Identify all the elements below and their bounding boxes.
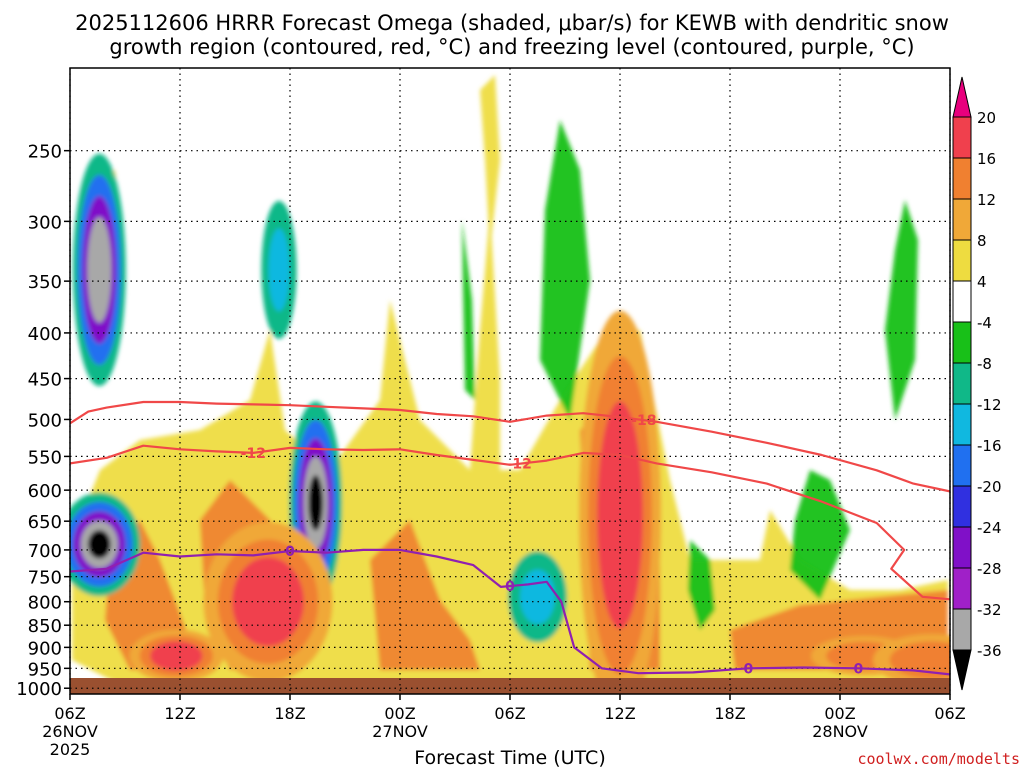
omega-cell-6-ring-3: [606, 446, 634, 584]
y-tick-label-650: 650: [28, 512, 62, 533]
y-tick-label-450: 450: [28, 370, 62, 391]
x-tick-label-48: 06Z: [934, 704, 965, 723]
y-tick-label-250: 250: [28, 142, 62, 163]
colorbar-label-13: -36: [977, 642, 1002, 660]
grid-lines: [69, 68, 951, 694]
colorbar-box-10: [952, 526, 972, 569]
omega-strong-rise-region-2: [370, 520, 480, 670]
y-tick-label-1000: 1000: [16, 679, 62, 700]
x-tick-label-6: 12Z: [164, 704, 195, 723]
colorbar-box-7: [952, 403, 972, 446]
omega-cell-8-ring-2: [906, 648, 950, 672]
colorbar: 20 16 12 8 4 -4 -8 -12 -16 -20 -24 -28 -32 -36: [952, 76, 1002, 691]
colorbar-label-5: -4: [977, 314, 992, 332]
x-tick-label-30: 12Z: [604, 704, 635, 723]
omega-sink-region-0: [540, 120, 590, 420]
colorbar-label-1: 16: [977, 150, 996, 168]
colorbar-label-12: -32: [977, 601, 1002, 619]
omega-cell-1-ring-4: [88, 530, 111, 559]
y-tick-label-300: 300: [28, 212, 62, 233]
contour-label-0-1: 0: [505, 579, 515, 595]
colorbar-box-9: [952, 485, 972, 528]
omega-sink-region-4: [462, 220, 475, 400]
x-tick-sublabel-0: 26NOV: [42, 722, 98, 741]
x-tick-label-12: 18Z: [274, 704, 305, 723]
colorbar-label-8: -16: [977, 437, 1002, 455]
x-tick-sublabel-42: 28NOV: [812, 722, 868, 741]
omega-rise-region-1: [470, 210, 500, 470]
omega-cell-0-ring-4: [92, 238, 107, 302]
chart-title-line2: growth region (contoured, red, °C) and f…: [109, 35, 914, 59]
x-tick-label-36: 18Z: [714, 704, 745, 723]
x-tick-label-42: 00Z: [824, 704, 855, 723]
y-tick-label-500: 500: [28, 410, 62, 431]
y-tick-label-350: 350: [28, 272, 62, 293]
contour-label-0-3: 0: [853, 661, 863, 677]
colorbar-box-8: [952, 444, 972, 487]
colorbar-box-4: [952, 280, 972, 323]
omega-rise-region-2: [480, 75, 500, 250]
colorbar-box-6: [952, 362, 972, 405]
y-tick-label-750: 750: [28, 568, 62, 589]
colorbar-label-3: 8: [977, 232, 987, 250]
contour-label-1-0: -12: [241, 446, 266, 462]
x-tick-sublabel-18: 27NOV: [372, 722, 428, 741]
contour-lines: 0 0 0 0 -12 -12 -18: [70, 400, 950, 677]
omega-sink-region-3: [688, 540, 715, 630]
y-tick-label-550: 550: [28, 447, 62, 468]
colorbar-box-5: [952, 321, 972, 364]
colorbar-box-0: [952, 116, 972, 159]
contour-label-2-0: -18: [631, 413, 656, 429]
y-tick-label-600: 600: [28, 481, 62, 502]
contour-2: [70, 400, 950, 493]
contour-1: [70, 444, 950, 601]
colorbar-label-9: -20: [977, 478, 1002, 496]
chart-title-line1: 2025112606 HRRR Forecast Omega (shaded, …: [75, 11, 949, 35]
credit-text: coolwx.com/modelts: [857, 750, 1020, 768]
x-tick-label-24: 06Z: [494, 704, 525, 723]
y-tick-label-800: 800: [28, 593, 62, 614]
contour-label-0-0: 0: [285, 544, 295, 560]
y-tick-label-850: 850: [28, 616, 62, 637]
y-tick-label-400: 400: [28, 324, 62, 345]
colorbar-box-2: [952, 198, 972, 241]
colorbar-box-11: [952, 567, 972, 610]
omega-cell-2-ring-1: [268, 228, 290, 312]
omega-cell-9-ring-1: [519, 569, 556, 625]
ground-layer: [70, 678, 950, 694]
colorbar-label-4: 4: [977, 273, 987, 291]
colorbar-label-2: 12: [977, 191, 996, 209]
colorbar-label-0: 20: [977, 109, 996, 127]
x-axis-label: Forecast Time (UTC): [414, 747, 605, 768]
colorbar-box-12: [952, 608, 972, 651]
x-tick-year-0: 2025: [50, 740, 91, 759]
colorbar-bottom-arrow: [952, 649, 972, 691]
colorbar-box-1: [952, 157, 972, 200]
omega-sink-region-1: [885, 200, 918, 420]
contour-label-0-2: 0: [743, 661, 753, 677]
y-tick-label-700: 700: [28, 541, 62, 562]
x-tick-label-0: 06Z: [54, 704, 85, 723]
colorbar-box-3: [952, 239, 972, 282]
colorbar-label-10: -24: [977, 519, 1002, 537]
omega-sink-region-2: [790, 470, 850, 600]
colorbar-label-11: -28: [977, 560, 1002, 578]
y-tick-label-900: 900: [28, 638, 62, 659]
colorbar-label-7: -12: [977, 396, 1002, 414]
colorbar-top-arrow: [952, 76, 972, 118]
y-axis: 2503003504004505005506006507007508008509…: [16, 142, 70, 700]
contour-label-1-1: -12: [507, 457, 532, 473]
contour-0: [70, 548, 950, 676]
y-tick-label-950: 950: [28, 659, 62, 680]
omega-cell-5-ring-3: [160, 647, 192, 665]
x-tick-label-18: 00Z: [384, 704, 415, 723]
omega-cell-3-ring-4: [308, 475, 323, 531]
colorbar-label-6: -8: [977, 355, 992, 373]
